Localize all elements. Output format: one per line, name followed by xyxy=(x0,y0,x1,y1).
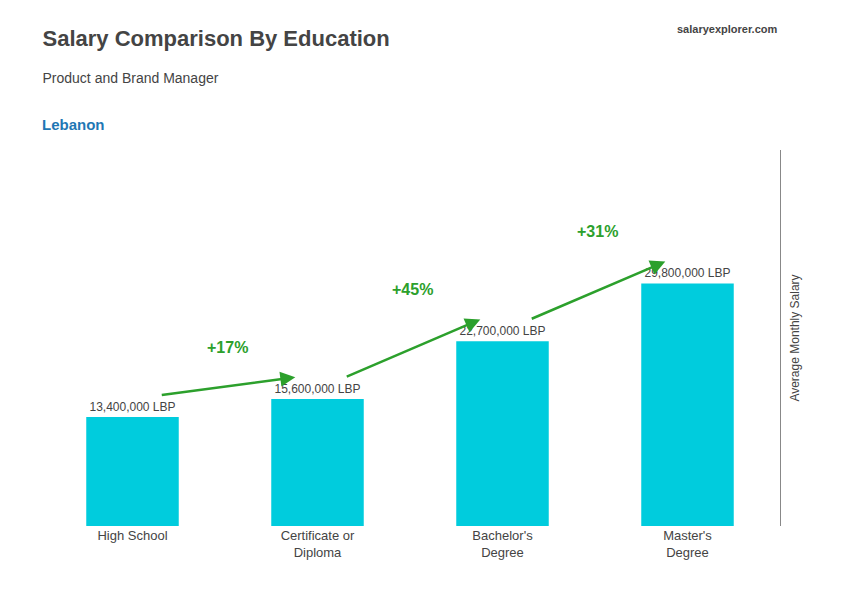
svg-text:Salary Comparison By Education: Salary Comparison By Education xyxy=(43,26,390,51)
svg-text:29,800,000 LBP: 29,800,000 LBP xyxy=(644,266,730,280)
svg-text:Average Monthly Salary: Average Monthly Salary xyxy=(788,274,802,401)
svg-text:Product and Brand Manager: Product and Brand Manager xyxy=(43,70,219,86)
svg-text:+45%: +45% xyxy=(392,281,433,298)
svg-text:Lebanon: Lebanon xyxy=(42,116,105,133)
svg-text:Bachelor'sDegree: Bachelor'sDegree xyxy=(472,528,533,560)
svg-text:salaryexplorer.com: salaryexplorer.com xyxy=(677,23,778,35)
svg-text:22,700,000 LBP: 22,700,000 LBP xyxy=(459,324,545,338)
svg-text:15,600,000 LBP: 15,600,000 LBP xyxy=(274,382,360,396)
svg-text:13,400,000 LBP: 13,400,000 LBP xyxy=(89,400,175,414)
svg-text:High School: High School xyxy=(97,528,167,543)
svg-text:+17%: +17% xyxy=(207,339,248,356)
svg-text:Master'sDegree: Master'sDegree xyxy=(663,528,712,560)
svg-text:+31%: +31% xyxy=(577,223,618,240)
svg-text:Certificate orDiploma: Certificate orDiploma xyxy=(281,528,355,560)
